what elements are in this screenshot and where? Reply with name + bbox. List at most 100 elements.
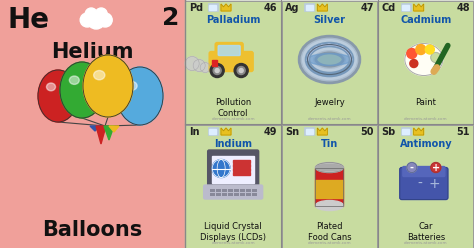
Bar [378, 0, 474, 124]
Text: Pd: Pd [189, 3, 203, 13]
Text: elements.atomk.com: elements.atomk.com [211, 241, 255, 245]
Ellipse shape [316, 164, 344, 171]
FancyBboxPatch shape [209, 52, 253, 71]
Text: 49: 49 [264, 127, 277, 137]
Bar [228, 188, 233, 191]
Text: -: - [410, 162, 414, 173]
Circle shape [431, 53, 441, 62]
Circle shape [215, 68, 219, 72]
Circle shape [212, 159, 230, 178]
Text: Silver: Silver [313, 15, 346, 25]
Bar [212, 155, 254, 183]
Bar [401, 3, 410, 11]
Text: Cadmium: Cadmium [400, 15, 451, 25]
Polygon shape [317, 4, 328, 11]
FancyBboxPatch shape [204, 185, 263, 199]
Text: He: He [8, 6, 50, 34]
Bar [222, 188, 227, 191]
Ellipse shape [316, 162, 344, 173]
Circle shape [425, 45, 434, 54]
Text: Indium: Indium [214, 139, 252, 149]
Bar [210, 192, 215, 195]
Circle shape [407, 49, 417, 59]
Text: Paint: Paint [415, 98, 436, 107]
Bar [185, 124, 281, 248]
Text: In: In [189, 127, 200, 137]
Text: +: + [428, 177, 440, 190]
Text: Palladium: Palladium [206, 15, 260, 25]
FancyBboxPatch shape [215, 42, 243, 59]
Bar [306, 4, 313, 9]
Ellipse shape [83, 55, 133, 117]
Bar [234, 192, 239, 195]
Bar [378, 124, 474, 248]
Circle shape [87, 11, 105, 29]
Bar [185, 124, 281, 248]
Polygon shape [109, 126, 119, 132]
Polygon shape [221, 4, 231, 11]
Bar [210, 128, 217, 133]
Bar [185, 0, 281, 124]
Bar [378, 0, 474, 124]
Ellipse shape [69, 76, 79, 84]
Circle shape [237, 66, 245, 74]
Bar [316, 180, 344, 197]
Circle shape [416, 45, 426, 55]
Bar [282, 124, 377, 248]
Circle shape [95, 8, 107, 20]
Polygon shape [104, 126, 114, 140]
FancyBboxPatch shape [403, 166, 445, 177]
Text: Ag: Ag [285, 3, 300, 13]
Text: 46: 46 [264, 3, 277, 13]
Text: -: - [418, 177, 422, 190]
Bar [402, 128, 409, 133]
Text: Tin: Tin [321, 139, 338, 149]
Bar [401, 127, 410, 135]
Bar [222, 192, 227, 195]
Circle shape [80, 13, 94, 27]
Bar [240, 188, 245, 191]
Circle shape [210, 63, 224, 78]
Ellipse shape [38, 70, 78, 122]
Bar [0, 0, 185, 248]
Polygon shape [221, 128, 231, 135]
Polygon shape [414, 4, 424, 11]
Bar [316, 167, 344, 206]
Text: Sn: Sn [285, 127, 300, 137]
Circle shape [200, 62, 210, 72]
Text: Liquid Crystal
Displays (LCDs): Liquid Crystal Displays (LCDs) [200, 222, 266, 242]
Bar [228, 192, 233, 195]
Bar [282, 0, 377, 124]
Bar [210, 188, 215, 191]
Bar [246, 188, 251, 191]
Bar [185, 0, 281, 124]
Ellipse shape [316, 201, 344, 211]
Bar [212, 60, 217, 65]
Text: 48: 48 [456, 3, 470, 13]
Bar [304, 3, 314, 11]
Text: 51: 51 [456, 127, 470, 137]
Bar [233, 168, 250, 171]
Text: Pollution
Control: Pollution Control [215, 98, 251, 118]
Ellipse shape [127, 82, 137, 90]
Ellipse shape [308, 54, 352, 65]
Bar [252, 192, 256, 195]
Circle shape [193, 60, 205, 71]
Polygon shape [317, 128, 328, 135]
Text: 2: 2 [162, 6, 179, 30]
Bar [208, 127, 218, 135]
Bar [246, 192, 251, 195]
Bar [402, 4, 409, 9]
Text: elements.atomk.com: elements.atomk.com [404, 117, 447, 121]
Ellipse shape [60, 62, 104, 118]
Text: 47: 47 [360, 3, 374, 13]
Text: 50: 50 [360, 127, 374, 137]
Ellipse shape [405, 43, 443, 76]
Polygon shape [414, 128, 424, 135]
Circle shape [185, 57, 199, 70]
Text: Antimony: Antimony [400, 139, 452, 149]
Text: Plated
Food Cans: Plated Food Cans [308, 222, 351, 242]
FancyBboxPatch shape [218, 46, 240, 56]
Circle shape [85, 8, 97, 20]
Circle shape [98, 13, 112, 27]
